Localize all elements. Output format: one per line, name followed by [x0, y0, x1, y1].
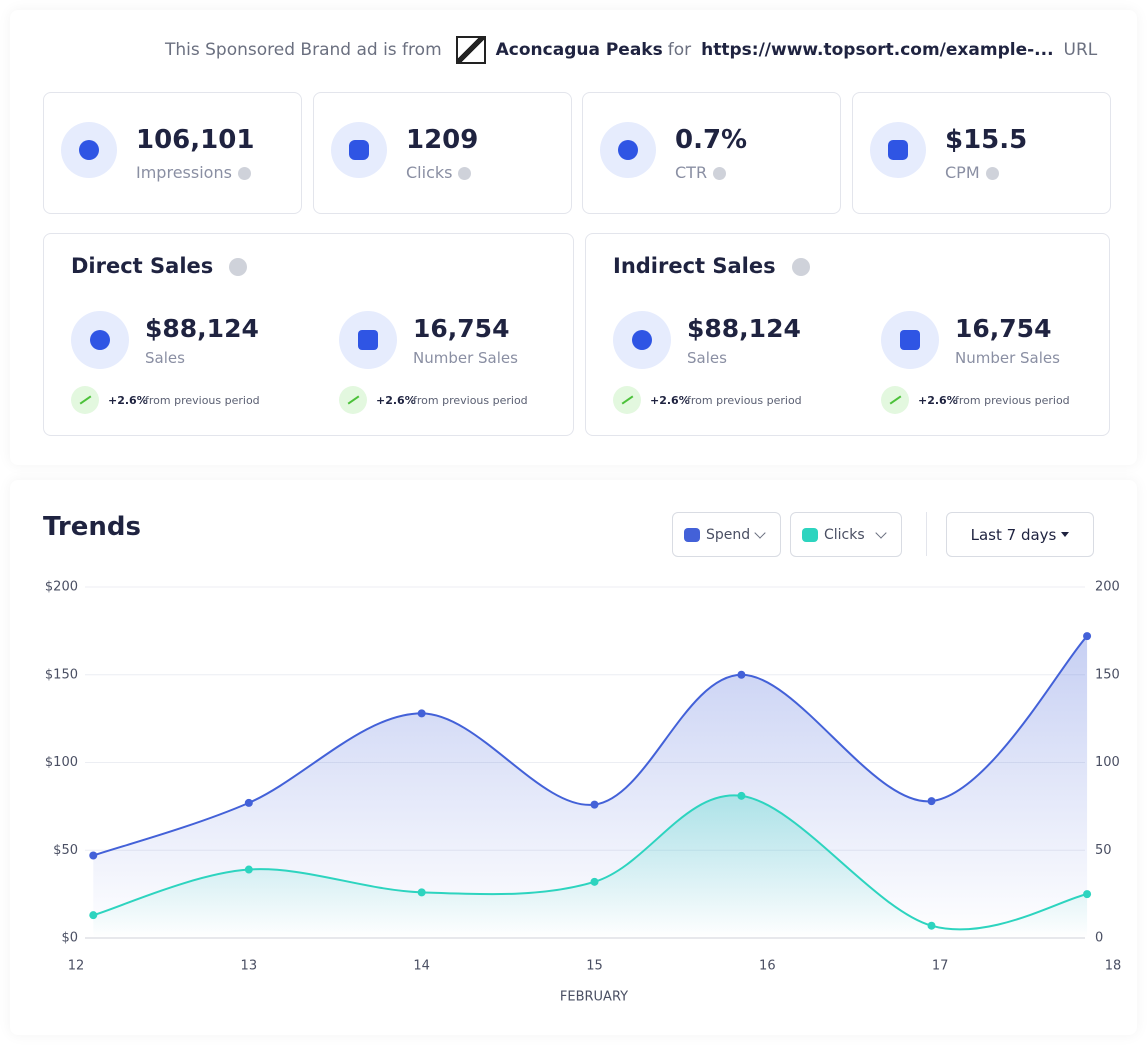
metric-label: Clicks	[406, 163, 472, 182]
icon-glyph	[632, 330, 652, 350]
trends-panel	[10, 480, 1137, 1035]
icon-glyph	[358, 330, 378, 350]
x-tick-label: 18	[1105, 959, 1122, 974]
sales-label: Number Sales	[955, 349, 1060, 367]
suffix: URL	[1063, 40, 1098, 60]
point	[927, 797, 936, 806]
info-icon	[791, 258, 810, 276]
info-icon	[713, 167, 727, 180]
y2-tick-label: 0	[1095, 931, 1103, 946]
divider	[926, 512, 927, 556]
url[interactable]: https://www.topsort.com/example-...	[701, 40, 1054, 60]
metric-label: CPM	[945, 163, 999, 182]
legend-swatch	[684, 527, 700, 542]
icon-glyph	[349, 140, 369, 160]
brand-logo	[455, 36, 486, 64]
change-note: from previous period	[687, 394, 802, 407]
x-tick-label: 15	[586, 959, 603, 974]
change: +2.6%	[650, 394, 690, 407]
point	[737, 791, 746, 800]
sales-card	[585, 233, 1110, 436]
sales-value: 16,754	[955, 314, 1052, 343]
sales-value: $88,124	[687, 314, 801, 343]
sales-value: 16,754	[413, 314, 510, 343]
y2-tick-label: 50	[1095, 843, 1112, 858]
info-icon	[237, 167, 251, 180]
brand[interactable]: Aconcagua Peaks	[495, 40, 663, 60]
area	[93, 795, 1088, 938]
change: +2.6%	[376, 394, 416, 407]
sales-value: $88,124	[145, 314, 259, 343]
metric-label: CTR	[675, 163, 727, 182]
point	[417, 709, 426, 718]
y2-tick-label: 150	[1095, 667, 1120, 682]
change-note: from previous period	[413, 394, 528, 407]
x-tick-label: 16	[759, 959, 776, 974]
change: +2.6%	[918, 394, 958, 407]
y2-tick-label: 200	[1095, 580, 1120, 595]
metric-value: 106,101	[136, 125, 255, 155]
metric-value: $15.5	[945, 125, 1028, 155]
point	[244, 798, 253, 807]
y-tick-label: $200	[45, 580, 78, 595]
y2-tick-label: 100	[1095, 755, 1120, 770]
y-tick-label: $50	[53, 843, 78, 858]
y-tick-label: $0	[61, 931, 78, 946]
sales-label: Sales	[687, 349, 727, 367]
range-select[interactable]: Last 7 days	[946, 512, 1094, 557]
change: +2.6%	[108, 394, 148, 407]
metric-value: 0.7%	[675, 125, 748, 155]
info-icon	[985, 167, 999, 180]
change-note: from previous period	[955, 394, 1070, 407]
sales-title: Direct Sales	[71, 254, 248, 278]
icon-glyph	[79, 140, 99, 160]
info-icon	[229, 258, 248, 276]
series-filter[interactable]: Clicks	[790, 512, 902, 557]
y-tick-label: $150	[45, 667, 78, 682]
legend-swatch	[802, 527, 818, 542]
prefix: This Sponsored Brand ad is from	[165, 40, 442, 60]
point	[89, 851, 98, 860]
x-tick-label: 12	[68, 959, 85, 974]
sales-label: Number Sales	[413, 349, 518, 367]
info-icon	[458, 167, 472, 180]
range-label: Last 7 days	[970, 525, 1057, 544]
point	[89, 911, 98, 920]
x-tick-label: 13	[241, 959, 258, 974]
x-tick-label: 14	[413, 959, 430, 974]
point	[1083, 890, 1092, 899]
sales-title: Indirect Sales	[613, 254, 810, 278]
point	[927, 921, 936, 930]
icon-glyph	[888, 140, 908, 160]
point	[244, 865, 253, 874]
icon-glyph	[900, 330, 920, 350]
chevron	[754, 526, 766, 539]
point	[737, 670, 746, 679]
icon-glyph	[618, 140, 638, 160]
sales-card	[43, 233, 574, 436]
point	[1083, 632, 1092, 641]
x-tick-label: 17	[932, 959, 949, 974]
caret	[1061, 532, 1070, 537]
ad-source: This Sponsored Brand ad is from Aconcagu…	[165, 36, 1097, 64]
y-tick-label: $100	[45, 755, 78, 770]
x-axis-label: FEBRUARY	[560, 990, 628, 1005]
chevron	[875, 526, 887, 539]
metric-label: Impressions	[136, 163, 251, 182]
metric-value: 1209	[406, 125, 479, 155]
legend-label: Spend	[706, 526, 751, 543]
point	[590, 877, 599, 886]
change-note: from previous period	[145, 394, 260, 407]
for: for	[667, 40, 692, 60]
sales-label: Sales	[145, 349, 185, 367]
point	[417, 888, 426, 897]
series-filter[interactable]: Spend	[672, 512, 781, 557]
point	[590, 800, 599, 809]
trends-title: Trends	[43, 512, 141, 542]
icon-glyph	[90, 330, 110, 350]
legend-label: Clicks	[824, 526, 865, 543]
